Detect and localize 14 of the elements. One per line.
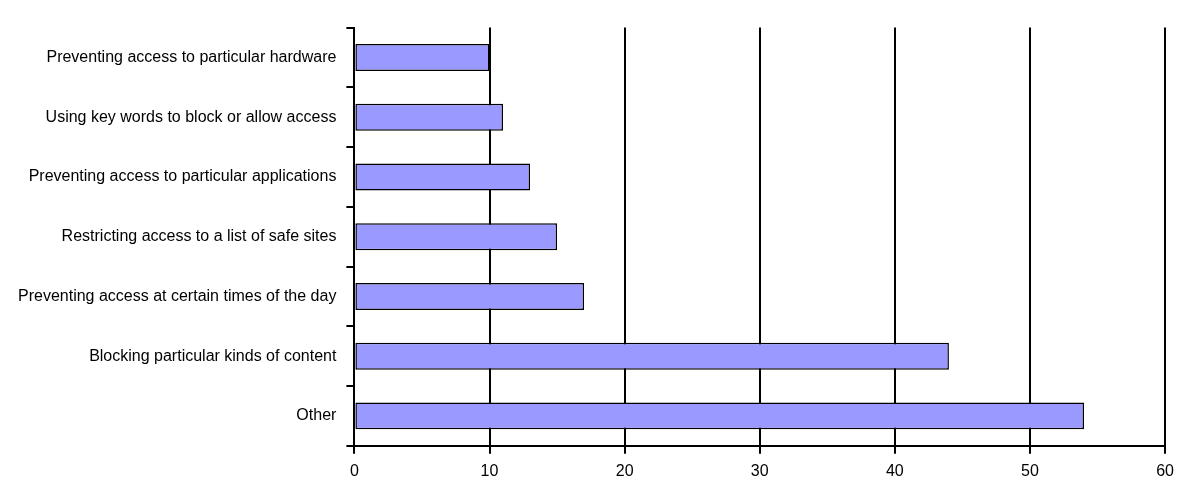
x-tick-label: 40 [885, 461, 904, 479]
y-tick-label: Blocking particular kinds of content [89, 346, 337, 364]
x-tick-label: 50 [1021, 461, 1039, 479]
x-tick-label: 0 [349, 461, 359, 479]
y-tick-label: Other [296, 406, 338, 424]
x-tick-label: 20 [615, 461, 634, 479]
x-tick-label: 30 [750, 461, 769, 479]
x-tick-label: 60 [1156, 461, 1175, 479]
x-tick-label: 10 [480, 461, 499, 479]
y-tick-label: Using key words to block or allow access [45, 107, 337, 125]
y-tick-label: Preventing access at certain times of the day [17, 286, 337, 304]
y-tick-label: Restricting access to a list of safe sites [61, 227, 337, 245]
y-tick-label: Preventing access to particular applications [28, 167, 337, 185]
y-tick-label: Preventing access to particular hardware [46, 47, 337, 65]
